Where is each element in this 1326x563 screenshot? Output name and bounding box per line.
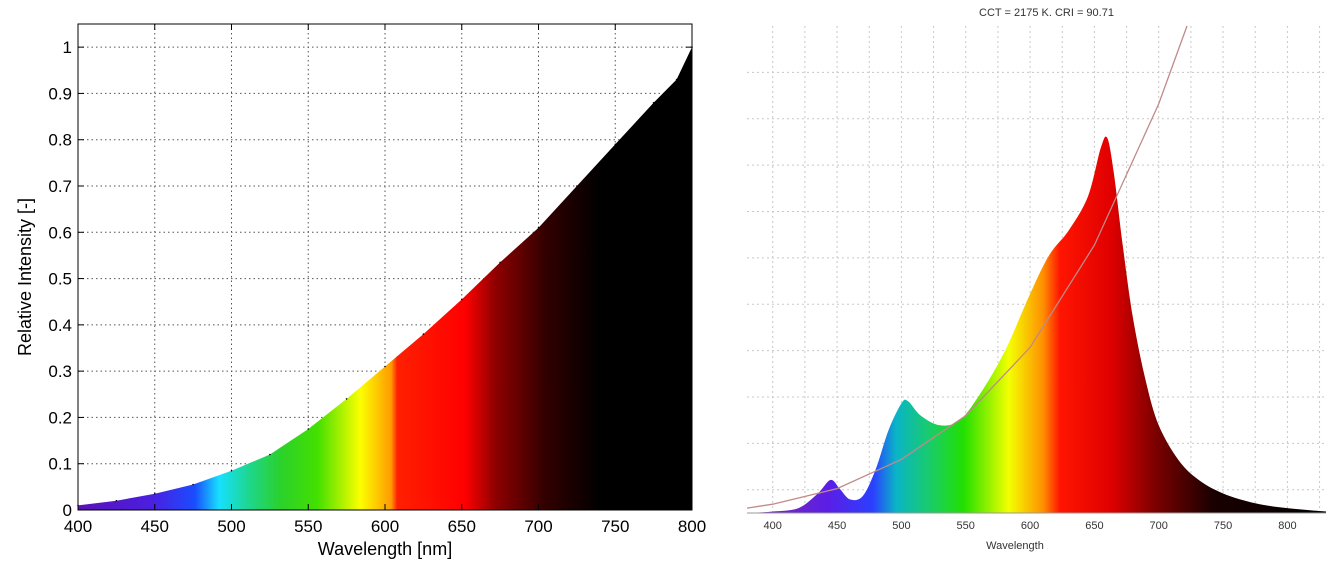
chart2-x-tick-label: 800 (1278, 520, 1296, 532)
chart1-x-tick-label: 450 (141, 517, 169, 536)
chart1-x-axis-label: Wavelength [nm] (318, 539, 452, 559)
chart2-x-tick-label: 700 (1150, 520, 1168, 532)
chart1-data-point (269, 453, 271, 456)
chart1-data-point (307, 428, 310, 430)
chart1-data-point (652, 101, 655, 104)
chart2-x-tick-label: 400 (764, 520, 782, 532)
chart1-x-tick-label: 550 (294, 517, 322, 536)
chart1-y-axis-label: Relative Intensity [-] (15, 198, 35, 356)
chart1-data-point (154, 493, 156, 495)
chart1-y-tick-label: 0.1 (48, 455, 72, 474)
chart1-data-point (230, 469, 233, 472)
chart1-data-point (192, 483, 194, 486)
chart1-y-tick-label: 0.4 (48, 316, 72, 335)
chart1-x-tick-label: 650 (448, 517, 476, 536)
chart1-y-tick-label: 0 (63, 501, 72, 520)
chart1-y-tick-label: 0.8 (48, 131, 72, 150)
chart2-spectrum-area (747, 136, 1326, 513)
chart1-y-tick-label: 0.2 (48, 408, 72, 427)
chart1-data-point (675, 78, 678, 81)
chart1-data-point (422, 333, 425, 335)
chart1-spectrum-area (78, 47, 692, 510)
chart1-x-tick-label: 600 (371, 517, 399, 536)
chart2-x-tick-label: 450 (828, 520, 846, 532)
chart1-x-tick-label: 400 (64, 517, 92, 536)
chart2-x-tick-label: 550 (957, 520, 975, 532)
chart1-x-tick-label: 750 (601, 517, 629, 536)
chart1-data-point (461, 298, 463, 301)
chart1-data-point (576, 185, 578, 187)
chart1-y-tick-label: 0.7 (48, 177, 72, 196)
chart2-x-tick-label: 500 (892, 520, 910, 532)
chart1-data-point (614, 143, 617, 146)
chart2-title: CCT = 2175 K. CRI = 90.71 (979, 7, 1114, 19)
chart1-y-tick-label: 0.6 (48, 223, 72, 242)
chart1-x-tick-label: 700 (524, 517, 552, 536)
chart2-x-tick-label: 650 (1085, 520, 1103, 532)
chart1-data-point (499, 261, 501, 264)
chart1-x-tick-label: 500 (217, 517, 245, 536)
chart2-x-tick-label: 750 (1214, 520, 1232, 532)
chart1-data-point (115, 499, 118, 502)
chart1-x-tick-label: 800 (678, 517, 706, 536)
chart2-x-tick-label: 600 (1021, 520, 1039, 532)
chart1-data-point (537, 226, 540, 229)
chart1-data-point (345, 398, 348, 400)
chart1-y-tick-label: 0.9 (48, 84, 72, 103)
chart1-y-tick-label: 0.3 (48, 362, 72, 381)
chart1-data-point (384, 365, 386, 368)
chart2-reference-curve (746, 25, 1188, 509)
chart1-y-tick-label: 0.5 (48, 270, 72, 289)
chart1-y-tick-label: 1 (63, 38, 72, 57)
chart2-x-axis-label: Wavelength (986, 540, 1044, 552)
